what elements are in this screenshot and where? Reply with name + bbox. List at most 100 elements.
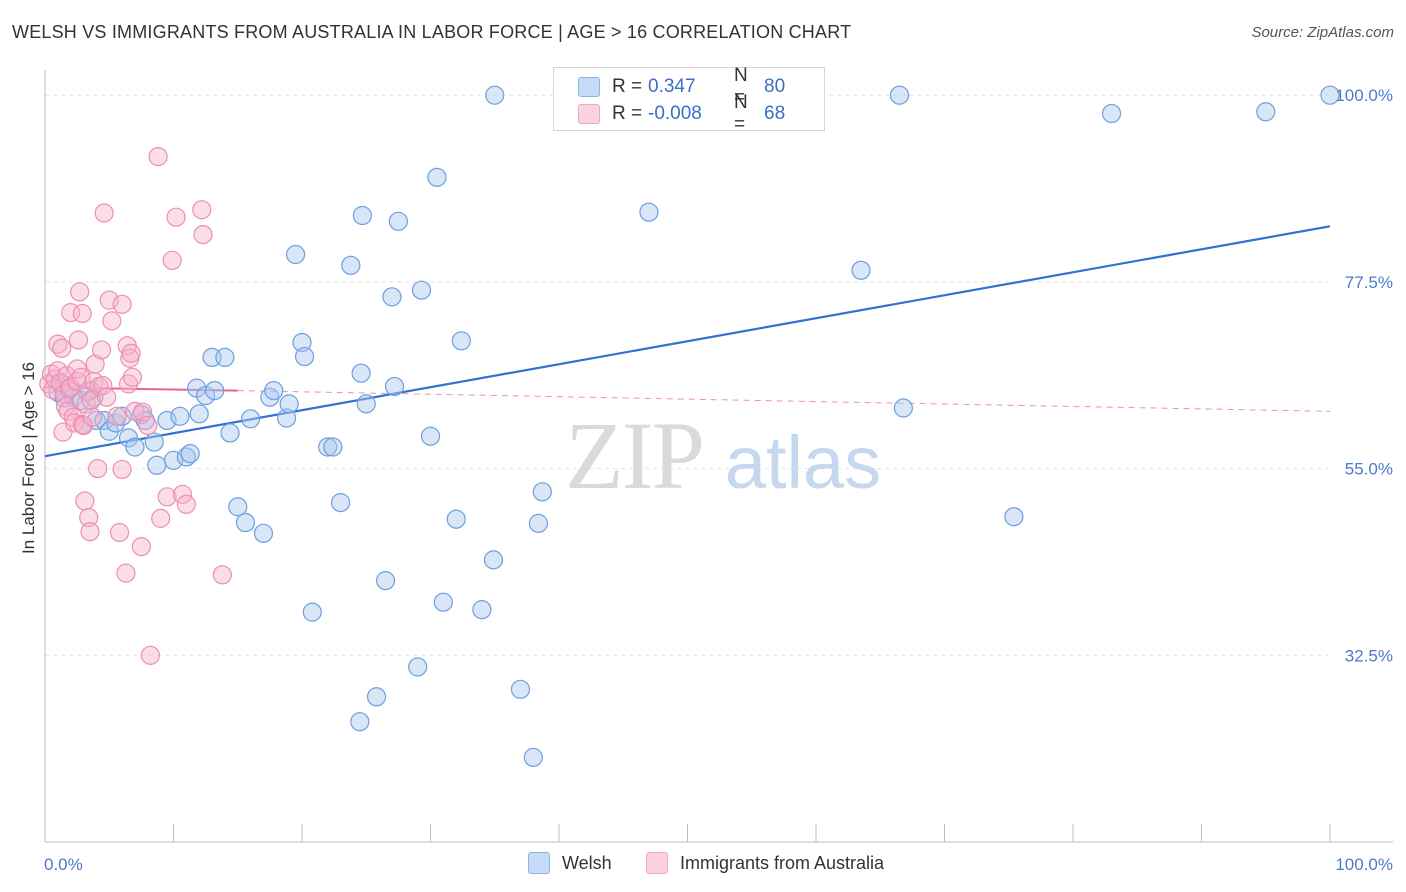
x-tick-label: 0.0% [44,855,83,874]
point-welsh [427,167,447,187]
point-australia [85,354,105,374]
point-welsh [639,202,659,222]
point-welsh [215,347,235,368]
point-australia [93,376,113,396]
y-tick-label: 55.0% [1345,460,1393,479]
point-australia [176,494,196,514]
legend-r-label: R = [612,103,643,124]
watermark: ZIP atlas [565,402,881,509]
legend-n-label: N = [734,92,748,135]
point-welsh [356,394,376,414]
point-australia [79,507,99,528]
point-welsh [323,437,343,457]
point-australia [131,536,151,557]
point-welsh [433,592,453,612]
series-swatch-welsh [528,852,550,874]
chart-title: WELSH VS IMMIGRANTS FROM AUSTRALIA IN LA… [12,22,852,42]
point-welsh [420,426,441,446]
point-welsh [1101,103,1122,124]
point-australia [151,508,171,528]
point-welsh [1320,85,1340,105]
point-welsh [302,602,322,622]
point-australia [112,459,132,480]
series-legend-australia[interactable]: Immigrants from Australia [646,852,884,874]
point-welsh [330,493,351,513]
point-australia [121,343,141,363]
point-welsh [253,523,274,543]
point-welsh [285,244,306,265]
point-australia [94,203,114,223]
point-welsh [451,331,471,351]
point-australia [80,522,100,542]
y-tick-label: 32.5% [1345,646,1393,665]
point-australia [112,294,132,314]
point-welsh [94,410,114,431]
point-australia [99,290,119,310]
grid-lines [45,94,1330,656]
series-swatch-australia [646,852,668,874]
point-australia [166,207,186,227]
point-welsh [170,406,190,426]
point-welsh [523,747,543,767]
point-welsh [144,432,164,452]
point-welsh [220,423,240,443]
tick-labels: 100.0% 77.5% 55.0% 32.5% 0.0% 100.0% [44,86,1393,874]
point-welsh [851,260,871,280]
point-australia [97,387,117,407]
point-welsh [341,255,361,275]
series-label-welsh: Welsh [562,852,612,873]
data-points [39,85,1340,767]
legend-r-value: -0.008 [648,103,702,124]
axes [44,70,1393,843]
point-australia [102,311,122,331]
point-welsh [352,205,372,226]
point-welsh [276,408,297,428]
point-welsh [510,679,531,699]
point-welsh [388,211,408,231]
point-welsh [350,712,370,732]
point-welsh [411,280,432,300]
point-australia [138,415,158,436]
point-welsh [279,394,299,414]
point-australia [140,645,160,665]
legend-swatch-welsh [578,77,600,97]
point-welsh [351,363,371,383]
point-australia [125,401,145,421]
point-welsh [375,571,396,591]
point-australia [71,367,91,387]
point-australia [109,522,130,543]
point-australia [48,361,68,381]
series-legend-welsh[interactable]: Welsh [528,852,612,874]
point-welsh [893,398,913,418]
point-welsh [483,550,504,570]
legend-row-welsh: R = 0.347 N = 80 [578,65,786,108]
point-welsh [408,657,428,677]
y-axis-label: In Labor Force | Age > 16 [19,362,38,554]
point-welsh [532,482,552,502]
point-australia [162,250,182,270]
point-welsh [366,687,387,707]
point-welsh [318,437,338,457]
legend-n-value: 80 [764,76,786,97]
point-welsh [147,455,167,475]
point-australia [193,224,213,245]
point-australia [172,484,193,504]
point-australia [212,565,232,585]
point-australia [148,146,168,167]
point-welsh [446,509,466,529]
point-welsh [384,376,405,397]
point-australia [58,401,78,421]
point-welsh [264,380,284,401]
source-credit: Source: ZipAtlas.com [1251,24,1394,41]
legend-n-value: 68 [764,103,786,124]
point-australia [52,338,72,358]
point-welsh [196,385,216,406]
legend-n-label: N = [734,65,748,108]
series-legend: Welsh Immigrants from Australia [0,852,1406,876]
point-australia [82,407,103,427]
legend-row-australia: R = -0.008 N = 68 [578,92,786,135]
series-label-australia: Immigrants from Australia [680,852,885,873]
watermark-zip: ZIP [565,402,703,509]
point-welsh [205,380,225,401]
